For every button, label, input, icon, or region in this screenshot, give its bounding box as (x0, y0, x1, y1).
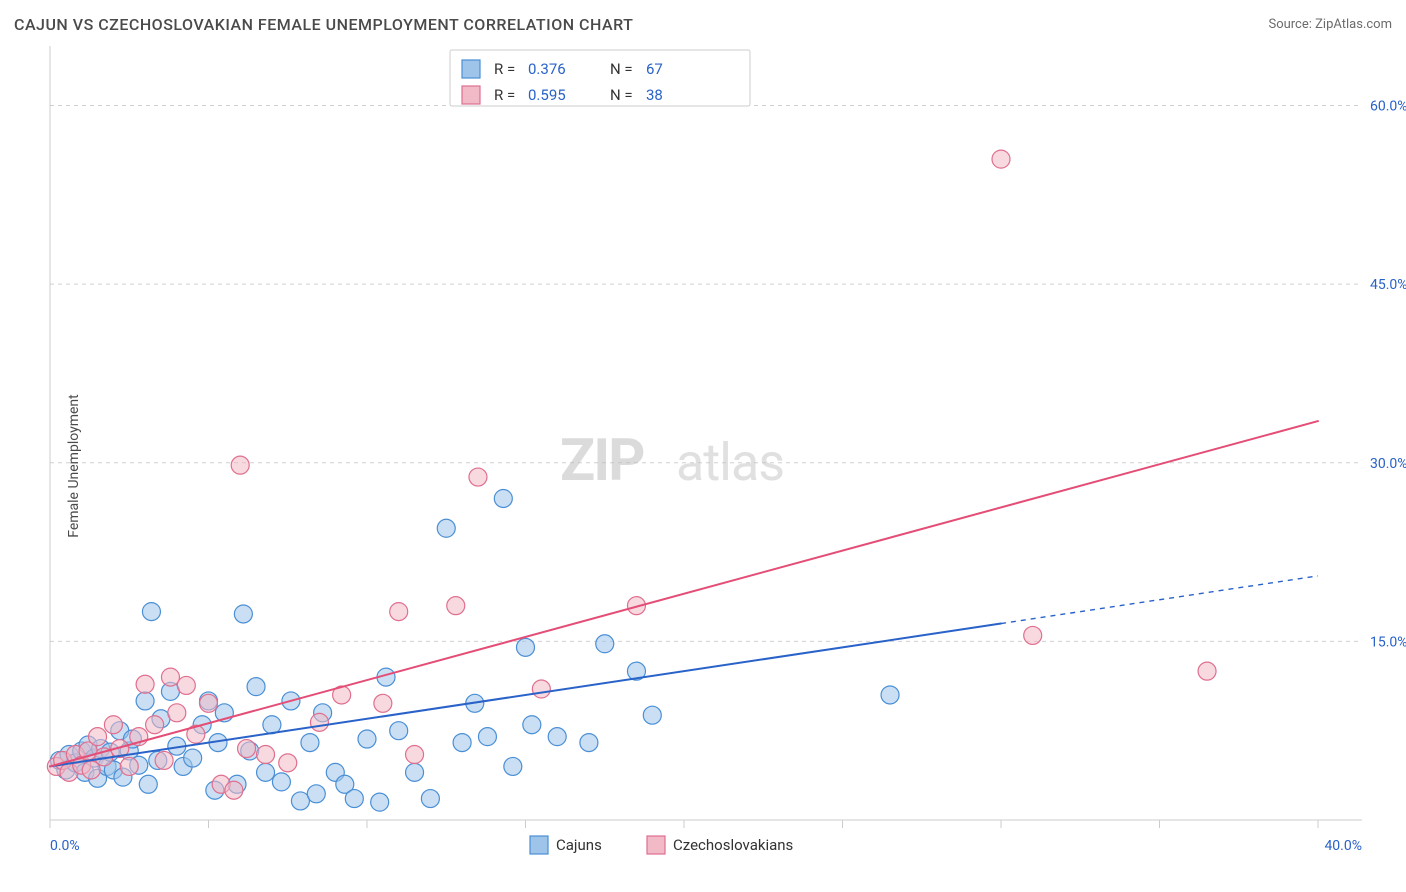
bottom-legend-label: Cajuns (556, 836, 602, 854)
data-point (390, 722, 408, 740)
data-point (263, 716, 281, 734)
source-prefix: Source: (1268, 17, 1315, 32)
data-point (310, 713, 328, 731)
data-point (257, 763, 275, 781)
data-point (517, 638, 535, 656)
legend-r-label: R = (494, 60, 515, 78)
data-point (478, 728, 496, 746)
data-point (142, 603, 160, 621)
y-axis-label: Female Unemployment (66, 394, 82, 538)
bottom-legend-swatch (647, 836, 665, 854)
chart-container: Female Unemployment 0.0% 40.0% 15.0% 30.0% 4… (0, 40, 1406, 892)
legend-n-value: 38 (646, 86, 663, 104)
data-point (371, 793, 389, 811)
data-point (494, 489, 512, 507)
data-point (120, 757, 138, 775)
data-point (257, 746, 275, 764)
data-point (279, 754, 297, 772)
data-point (406, 746, 424, 764)
data-point (184, 749, 202, 767)
data-point (136, 692, 154, 710)
data-point (161, 668, 179, 686)
data-point (596, 635, 614, 653)
data-point (345, 790, 363, 808)
data-point (234, 605, 252, 623)
legend-n-label: N = (610, 86, 633, 104)
watermark: ZIP (560, 427, 644, 495)
data-point (548, 728, 566, 746)
data-point (406, 763, 424, 781)
data-point (238, 740, 256, 758)
chart-title: CAJUN VS CZECHOSLOVAKIAN FEMALE UNEMPLOY… (14, 15, 633, 34)
source-citation: Source: ZipAtlas.com (1268, 17, 1392, 32)
data-point (421, 790, 439, 808)
data-point (881, 686, 899, 704)
data-point (643, 706, 661, 724)
data-point (374, 694, 392, 712)
data-point (1024, 626, 1042, 644)
data-point (523, 716, 541, 734)
data-point (580, 734, 598, 752)
data-point (390, 603, 408, 621)
data-point (146, 716, 164, 734)
x-tick-label: 40.0% (1324, 838, 1362, 854)
data-point (358, 730, 376, 748)
data-point (225, 781, 243, 799)
legend-r-value: 0.376 (528, 60, 566, 78)
data-point (992, 150, 1010, 168)
data-point (453, 734, 471, 752)
scatter-chart: 0.0% 40.0% 15.0% 30.0% 45.0% 60.0% ZIP atlas R =… (0, 40, 1406, 892)
trend-line-ext (1001, 576, 1318, 624)
data-point (272, 773, 290, 791)
data-point (177, 676, 195, 694)
data-point (504, 757, 522, 775)
legend-swatch (462, 86, 480, 104)
x-tick-label: 0.0% (50, 838, 80, 854)
data-point (155, 751, 173, 769)
y-tick-label: 15.0% (1370, 634, 1406, 650)
bottom-legend-label: Czechoslovakians (673, 836, 793, 854)
legend-swatch (462, 60, 480, 78)
data-point (231, 456, 249, 474)
chart-header: CAJUN VS CZECHOSLOVAKIAN FEMALE UNEMPLOY… (0, 0, 1406, 40)
legend-r-label: R = (494, 86, 515, 104)
bottom-legend-swatch (530, 836, 548, 854)
data-point (89, 728, 107, 746)
y-tick-label: 45.0% (1370, 277, 1406, 293)
data-point (469, 468, 487, 486)
watermark: atlas (676, 432, 784, 493)
data-point (437, 519, 455, 537)
data-point (1198, 662, 1216, 680)
data-point (139, 775, 157, 793)
source-name: ZipAtlas.com (1315, 17, 1392, 32)
legend-r-value: 0.595 (528, 86, 566, 104)
data-point (447, 597, 465, 615)
data-point (307, 785, 325, 803)
legend-n-label: N = (610, 60, 633, 78)
data-point (200, 694, 218, 712)
data-point (104, 716, 122, 734)
data-point (532, 680, 550, 698)
data-point (168, 704, 186, 722)
y-tick-label: 60.0% (1370, 99, 1406, 115)
data-point (136, 675, 154, 693)
legend-n-value: 67 (646, 60, 663, 78)
data-point (247, 678, 265, 696)
y-tick-label: 30.0% (1370, 456, 1406, 472)
data-point (301, 734, 319, 752)
